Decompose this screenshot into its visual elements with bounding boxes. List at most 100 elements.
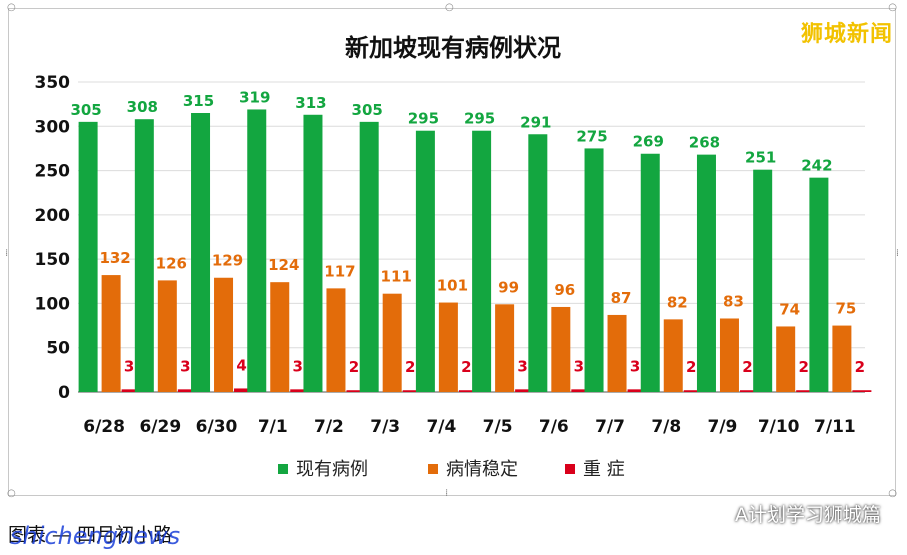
bar-current-cases — [415, 130, 435, 392]
bar-critical — [234, 388, 254, 392]
data-label: 132 — [99, 249, 130, 267]
resize-handle-bottom-right[interactable]: ○ — [888, 488, 897, 499]
chart-frame: ○ ○ ○ ⁞ ⁞ ○ ⁞ ○ — [5, 3, 899, 499]
data-label: 315 — [183, 92, 214, 110]
data-label: 2 — [742, 358, 752, 376]
data-label: 3 — [124, 357, 134, 375]
bar-current-cases — [134, 119, 154, 392]
bar-stable — [326, 288, 346, 392]
x-tick-label: 7/8 — [651, 417, 681, 437]
bar-stable — [157, 280, 177, 392]
bar-current-cases — [359, 121, 379, 392]
data-label: 111 — [381, 268, 412, 286]
data-label: 2 — [798, 358, 808, 376]
data-label: 3 — [630, 357, 640, 375]
data-label: 3 — [293, 357, 303, 375]
resize-handle-bottom-left[interactable]: ○ — [7, 488, 16, 499]
bar-series — [78, 109, 872, 393]
legend-label: 重 症 — [583, 459, 625, 480]
y-tick-label: 200 — [35, 206, 71, 226]
data-label: 126 — [156, 254, 187, 272]
bar-stable — [551, 306, 571, 392]
y-tick-label: 250 — [35, 162, 71, 182]
x-tick-label: 7/10 — [758, 417, 800, 437]
bar-stable — [607, 314, 627, 392]
brand-logo-text: 狮城新闻 — [800, 22, 893, 47]
bar-current-cases — [191, 113, 211, 392]
y-tick-label: 50 — [46, 339, 70, 359]
resize-handle-top-left[interactable]: ○ — [7, 2, 16, 13]
bar-stable — [382, 293, 402, 392]
x-tick-label: 7/2 — [314, 417, 344, 437]
x-tick-label: 7/7 — [595, 417, 625, 437]
data-label: 268 — [689, 134, 720, 152]
bar-stable — [719, 318, 739, 392]
legend-label: 现有病例 — [296, 459, 368, 480]
y-tick-label: 100 — [35, 294, 71, 314]
bar-current-cases — [247, 109, 267, 392]
bar-critical — [852, 390, 872, 392]
figure-caption: 图表 — 四月初小路 — [8, 524, 173, 546]
data-label: 308 — [127, 98, 158, 116]
bar-critical — [346, 390, 366, 392]
chart-title: 新加坡现有病例状况 — [345, 34, 561, 62]
bar-critical — [290, 389, 310, 392]
legend-swatch — [278, 464, 288, 474]
data-label: 319 — [239, 88, 270, 106]
x-tick-label: 6/28 — [83, 417, 125, 437]
resize-handle-bottom[interactable]: ⁞ — [445, 488, 449, 499]
data-label: 2 — [349, 358, 359, 376]
resize-handle-right[interactable]: ⁞ — [895, 248, 899, 259]
watermark: shichengnews — [10, 522, 181, 550]
bar-current-cases — [809, 177, 829, 392]
data-label: 269 — [633, 133, 664, 151]
bar-critical — [458, 390, 478, 392]
data-label: 74 — [779, 300, 800, 318]
x-tick-label: 6/29 — [139, 417, 181, 437]
x-tick-label: 7/1 — [258, 417, 288, 437]
data-labels: 305 132 3 308 126 3 315 129 4 319 124 3 313 117 2 305 11… — [70, 88, 865, 376]
bar-current-cases — [584, 148, 604, 392]
x-tick-label: 7/3 — [370, 417, 400, 437]
bar-critical — [121, 389, 141, 392]
bar-current-cases — [753, 169, 773, 392]
bar-stable — [776, 326, 796, 392]
data-label: 275 — [576, 127, 607, 145]
bar-current-cases — [640, 153, 660, 392]
data-label: 101 — [437, 277, 468, 295]
data-label: 2 — [855, 358, 865, 376]
x-tick-label: 7/9 — [708, 417, 738, 437]
y-tick-label: 350 — [35, 73, 71, 93]
data-label: 96 — [554, 281, 575, 299]
data-label: 305 — [70, 101, 101, 119]
y-tick-label: 0 — [58, 383, 70, 403]
data-label: 99 — [498, 278, 519, 296]
legend-label: 病情稳定 — [446, 459, 518, 480]
data-label: 2 — [461, 358, 471, 376]
resize-handle-top-right[interactable]: ○ — [888, 2, 897, 13]
data-label: 2 — [686, 358, 696, 376]
bar-current-cases — [528, 134, 548, 392]
data-label: 3 — [517, 357, 527, 375]
x-axis: 6/28 6/29 6/30 7/1 7/2 7/3 7/4 7/5 7/6 7/7 7/8 7/9 7… — [83, 417, 855, 437]
bar-stable — [214, 277, 234, 392]
x-tick-label: 7/4 — [426, 417, 456, 437]
data-label: 3 — [574, 357, 584, 375]
wechat-icon — [703, 503, 729, 523]
y-tick-label: 150 — [35, 250, 71, 270]
data-label: 295 — [408, 110, 439, 128]
bar-critical — [683, 390, 703, 392]
data-label: 242 — [801, 157, 832, 175]
bar-current-cases — [303, 114, 323, 393]
legend: 现有病例 病情稳定 重 症 — [278, 459, 625, 480]
data-label: 83 — [723, 292, 744, 310]
data-label: 295 — [464, 110, 495, 128]
resize-handle-top[interactable]: ○ — [445, 2, 454, 13]
data-label: 87 — [611, 289, 632, 307]
data-label: 4 — [236, 356, 246, 374]
data-label: 75 — [835, 300, 856, 318]
bar-current-cases — [78, 121, 98, 392]
resize-handle-left[interactable]: ⁞ — [5, 248, 9, 259]
bar-critical — [571, 389, 591, 392]
